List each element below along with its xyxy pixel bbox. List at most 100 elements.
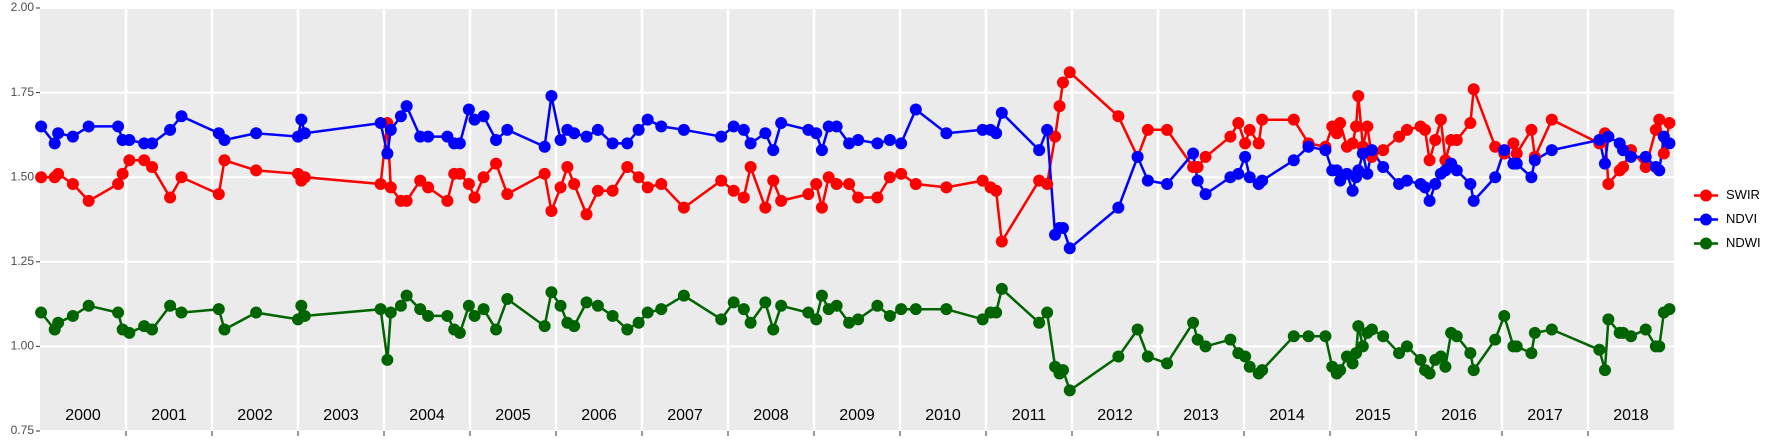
point	[1340, 167, 1353, 180]
point	[580, 130, 593, 143]
point	[810, 313, 823, 326]
point	[82, 194, 95, 207]
point	[422, 309, 435, 322]
point	[400, 289, 413, 302]
point	[1141, 350, 1154, 363]
point	[1131, 150, 1144, 163]
point	[1243, 360, 1256, 373]
point	[737, 123, 750, 136]
point	[490, 157, 503, 170]
point	[1346, 357, 1359, 370]
point	[298, 127, 311, 140]
point	[1653, 164, 1666, 177]
point	[1256, 113, 1269, 126]
point	[374, 303, 387, 316]
point	[501, 188, 514, 201]
point	[1334, 364, 1347, 377]
point	[744, 137, 757, 150]
point	[1041, 123, 1054, 136]
point	[995, 106, 1008, 119]
point	[641, 181, 654, 194]
point	[1602, 130, 1615, 143]
point	[852, 191, 865, 204]
point	[940, 181, 953, 194]
point	[462, 177, 475, 190]
point	[1346, 184, 1359, 197]
point	[1593, 133, 1606, 146]
point	[1450, 330, 1463, 343]
point	[453, 167, 466, 180]
y-tick-label: 1.25	[11, 254, 35, 268]
point	[66, 309, 79, 322]
year-label: 2001	[151, 407, 187, 424]
legend-label: NDVI	[1726, 211, 1757, 226]
point	[621, 161, 634, 174]
point	[1419, 181, 1432, 194]
point	[538, 167, 551, 180]
point	[1191, 161, 1204, 174]
point	[1334, 117, 1347, 130]
point	[112, 306, 125, 319]
point	[250, 164, 263, 177]
point	[374, 117, 387, 130]
point	[146, 161, 159, 174]
point	[501, 123, 514, 136]
point	[1545, 113, 1558, 126]
point	[298, 309, 311, 322]
point	[48, 137, 61, 150]
point	[1352, 320, 1365, 333]
point	[1033, 144, 1046, 157]
point	[1400, 174, 1413, 187]
point	[1467, 364, 1480, 377]
point	[1287, 330, 1300, 343]
point	[822, 171, 835, 184]
point	[175, 171, 188, 184]
point	[1063, 66, 1076, 79]
point	[1256, 364, 1269, 377]
point	[1489, 333, 1502, 346]
point	[1489, 140, 1502, 153]
point	[568, 127, 581, 140]
point	[759, 296, 772, 309]
point	[621, 137, 634, 150]
point	[909, 303, 922, 316]
year-label: 2015	[1355, 407, 1391, 424]
point	[146, 137, 159, 150]
point	[990, 184, 1003, 197]
year-label: 2007	[667, 407, 703, 424]
point	[621, 323, 634, 336]
point	[1467, 83, 1480, 96]
point	[1377, 161, 1390, 174]
point	[940, 127, 953, 140]
point	[1525, 347, 1538, 360]
legend-point	[1700, 237, 1712, 250]
point	[1414, 353, 1427, 366]
point	[727, 184, 740, 197]
year-label: 2008	[753, 407, 789, 424]
point	[468, 309, 481, 322]
point	[123, 154, 136, 167]
point	[591, 123, 604, 136]
point	[1053, 100, 1066, 113]
point	[1287, 113, 1300, 126]
point	[394, 299, 407, 312]
year-label: 2004	[409, 407, 445, 424]
point	[1319, 144, 1332, 157]
point	[909, 177, 922, 190]
point	[218, 323, 231, 336]
point	[218, 154, 231, 167]
point	[1489, 171, 1502, 184]
point	[1330, 164, 1343, 177]
point	[1510, 157, 1523, 170]
point	[1639, 161, 1652, 174]
point	[164, 123, 177, 136]
point	[1653, 113, 1666, 126]
year-label: 2012	[1097, 407, 1133, 424]
point	[1302, 330, 1315, 343]
point	[164, 299, 177, 312]
point	[295, 113, 308, 126]
point	[976, 174, 989, 187]
point	[1464, 347, 1477, 360]
point	[1377, 144, 1390, 157]
